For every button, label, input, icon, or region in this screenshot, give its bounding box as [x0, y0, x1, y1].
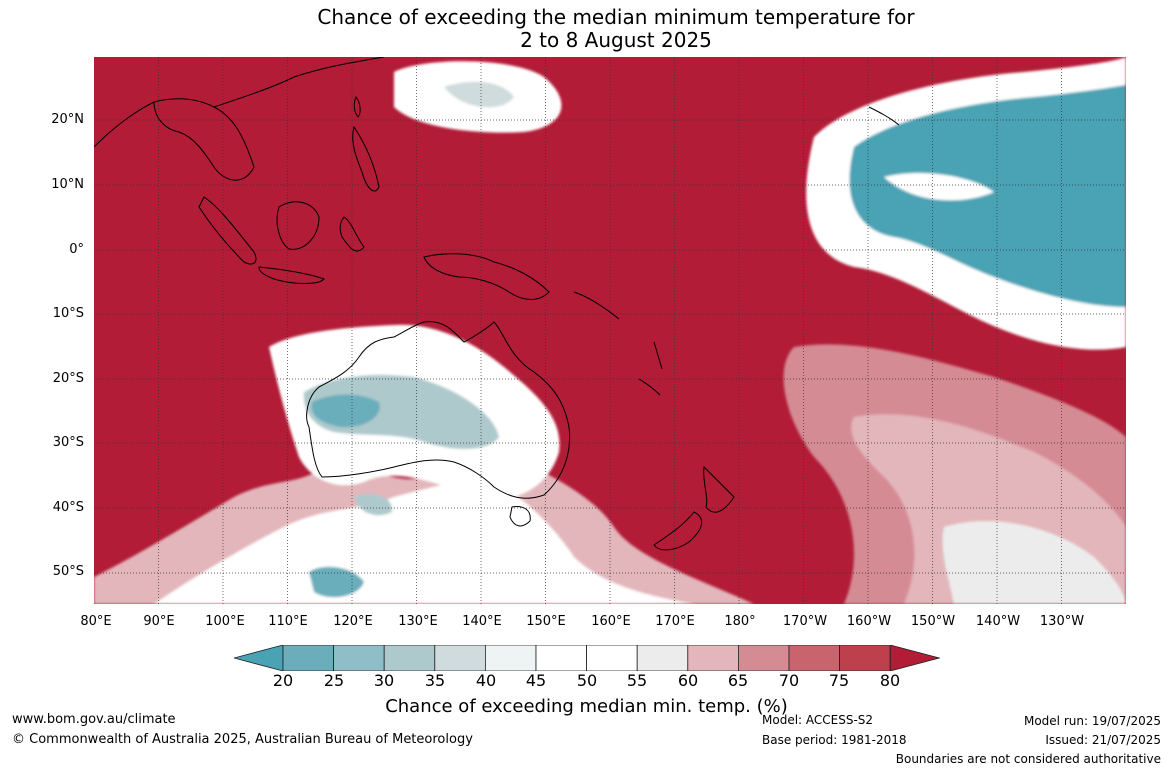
colorbar-tick: 40 — [475, 671, 497, 690]
asia-coastline — [94, 57, 385, 148]
philippines-coastline — [352, 125, 380, 192]
colorbar-tick: 25 — [323, 671, 345, 690]
lat-label: 50°S — [52, 564, 84, 579]
lon-label: 140°E — [462, 614, 502, 629]
java-coastline — [258, 266, 325, 284]
colorbar-swatch — [687, 645, 739, 671]
lon-label: 150°W — [910, 614, 956, 629]
colorbar-tick: 50 — [576, 671, 598, 690]
base-period-text: Base period: 1981-2018 — [762, 733, 907, 747]
colorbar-tick: 35 — [424, 671, 446, 690]
new-zealand-north-coastline — [703, 465, 735, 513]
australia-coastline — [306, 321, 571, 499]
lon-label: 160°W — [846, 614, 892, 629]
colorbar-swatch — [234, 645, 284, 671]
borneo-coastline — [276, 201, 320, 250]
copyright-text: © Commonwealth of Australia 2025, Austra… — [12, 732, 473, 747]
lat-label: 0° — [69, 242, 84, 257]
lon-label: 130°E — [398, 614, 438, 629]
colorbar-swatch — [586, 645, 638, 671]
colorbar-swatch — [535, 645, 587, 671]
colorbar — [234, 645, 940, 671]
colorbar-tick: 30 — [373, 671, 395, 690]
model-text: Model: ACCESS-S2 — [762, 713, 874, 727]
hawaii-coastline — [868, 106, 900, 126]
solomon-islands-coastline — [573, 291, 620, 320]
australia-blue-region — [303, 374, 499, 449]
colorbar-tick: 55 — [626, 671, 648, 690]
lon-label: 160°E — [591, 614, 631, 629]
disclaimer-text: Boundaries are not considered authoritat… — [895, 752, 1161, 766]
lat-label: 20°N — [51, 112, 84, 127]
issued-text: Issued: 21/07/2025 — [1045, 733, 1161, 747]
lat-label: 10°S — [52, 306, 84, 321]
map-title: Chance of exceeding the median minimum t… — [317, 5, 915, 29]
lon-label: 90°E — [143, 614, 175, 629]
lon-label: 180° — [724, 614, 756, 629]
colorbar-tick: 80 — [879, 671, 901, 690]
colorbar-swatch — [889, 645, 940, 671]
sumatra-coastline — [198, 196, 257, 265]
new-caledonia-coastline — [638, 378, 661, 396]
tasmania-coastline — [509, 506, 531, 527]
colorbar-swatch — [484, 645, 537, 671]
colorbar-tick: 60 — [677, 671, 699, 690]
probability-map — [94, 57, 1126, 604]
colorbar-swatch — [636, 645, 689, 671]
sulawesi-coastline — [339, 216, 365, 252]
model-run-text: Model run: 19/07/2025 — [1023, 714, 1161, 728]
lon-label: 150°E — [526, 614, 566, 629]
colorbar-tick: 75 — [828, 671, 850, 690]
lat-label: 20°S — [52, 371, 84, 386]
lon-label: 140°W — [975, 614, 1021, 629]
colorbar-swatch — [788, 645, 840, 671]
tropical-pacific-teal-region — [849, 85, 1126, 307]
lat-label: 30°S — [52, 435, 84, 450]
colorbar-tick: 20 — [272, 671, 294, 690]
indochina-coastline — [153, 98, 255, 181]
taiwan-coastline — [353, 96, 361, 118]
lat-label: 10°N — [51, 177, 84, 192]
colorbar-swatch — [383, 645, 436, 671]
colorbar-label: Chance of exceeding median min. temp. (%… — [385, 696, 788, 717]
colorbar-swatch — [333, 645, 385, 671]
lon-label: 120°E — [333, 614, 373, 629]
lon-label: 130°W — [1039, 614, 1085, 629]
colorbar-swatch — [839, 645, 891, 671]
website-link[interactable]: www.bom.gov.au/climate — [12, 712, 176, 727]
lon-label: 110°E — [268, 614, 308, 629]
colorbar-tick: 70 — [778, 671, 800, 690]
new-guinea-coastline — [423, 253, 550, 300]
lon-label: 170°E — [655, 614, 695, 629]
vanuatu-coastline — [653, 341, 663, 370]
lon-label: 100°E — [205, 614, 245, 629]
colorbar-swatch — [434, 645, 486, 671]
graticule — [94, 57, 1126, 604]
colorbar-tick: 45 — [525, 671, 547, 690]
colorbar-swatch — [737, 645, 790, 671]
coastlines — [94, 57, 900, 551]
new-zealand-south-coastline — [653, 511, 703, 551]
lat-label: 40°S — [52, 500, 84, 515]
colorbar-tick: 65 — [727, 671, 749, 690]
colorbar-swatch — [282, 645, 334, 671]
lon-label: 80°E — [80, 614, 112, 629]
southern-ocean-teal-patch — [309, 566, 364, 598]
lon-label: 170°W — [782, 614, 828, 629]
map-subtitle: 2 to 8 August 2025 — [520, 28, 712, 52]
